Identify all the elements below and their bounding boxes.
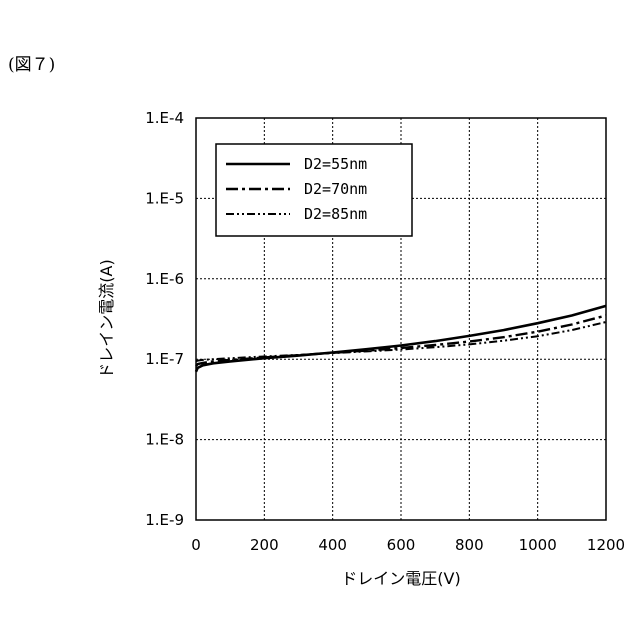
x-tick-label: 1200 (587, 536, 625, 554)
y-tick-label: 1.E-7 (145, 350, 184, 368)
y-tick-label: 1.E-6 (145, 270, 184, 288)
x-tick-labels: 0 200 400 600 800 1000 1200 (191, 536, 625, 554)
x-tick-label: 200 (250, 536, 279, 554)
legend-label-3: D2=85nm (304, 205, 367, 223)
y-tick-labels: 1.E-4 1.E-5 1.E-6 1.E-7 1.E-8 1.E-9 (145, 109, 184, 529)
x-tick-label: 0 (191, 536, 201, 554)
x-tick-label: 1000 (519, 536, 557, 554)
legend-label-2: D2=70nm (304, 180, 367, 198)
x-tick-label: 600 (387, 536, 416, 554)
y-tick-label: 1.E-5 (145, 189, 184, 207)
y-axis-title: ドレイン電流(A) (97, 259, 116, 378)
x-tick-label: 400 (318, 536, 347, 554)
legend-label-1: D2=55nm (304, 155, 367, 173)
y-tick-label: 1.E-8 (145, 431, 184, 449)
y-tick-label: 1.E-9 (145, 511, 184, 529)
x-tick-label: 800 (455, 536, 484, 554)
x-axis-title: ドレイン電圧(V) (341, 569, 460, 588)
y-tick-label: 1.E-4 (145, 109, 184, 127)
legend: D2=55nm D2=70nm D2=85nm (216, 144, 412, 236)
